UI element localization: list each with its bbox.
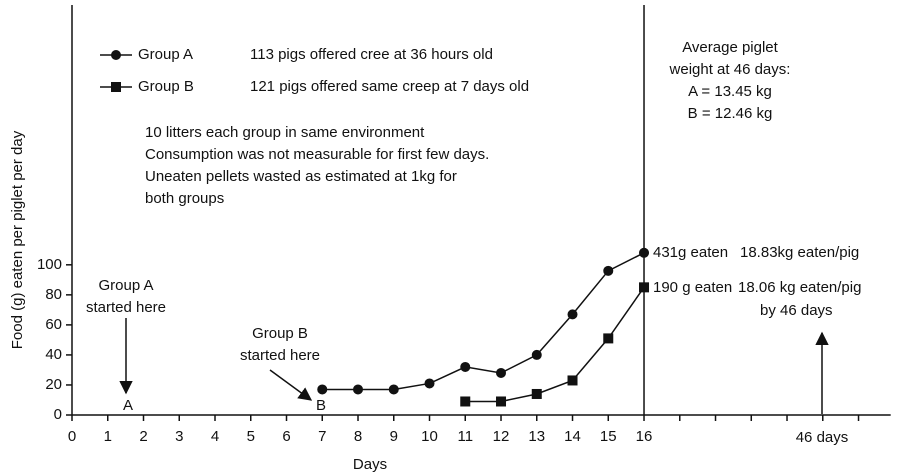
series-line [465, 286, 645, 403]
annotation: 18.83kg eaten/pig [740, 244, 859, 261]
x-tick-label: 10 [421, 428, 438, 445]
annotation: 18.06 kg eaten/pig [738, 279, 861, 296]
x-tick-label: 12 [493, 428, 510, 445]
annotation: started here [86, 299, 166, 316]
annotation: by 46 days [760, 302, 833, 319]
weight-note: A = 13.45 kg [688, 83, 772, 100]
y-tick-label: 20 [45, 376, 62, 393]
note: both groups [145, 190, 224, 207]
x-tick-label: 1 [104, 428, 112, 445]
annotation: started here [240, 347, 320, 364]
annotation: B [316, 397, 326, 414]
y-tick-label: 60 [45, 316, 62, 333]
x-tick-label: 8 [354, 428, 362, 445]
x-tick-label: 13 [528, 428, 545, 445]
annotation: 46 days [796, 429, 849, 446]
x-tick-label: 6 [282, 428, 290, 445]
point [353, 384, 364, 395]
point [460, 396, 471, 407]
point [460, 361, 471, 372]
weight-note: B = 12.46 kg [688, 105, 773, 122]
point [603, 333, 614, 344]
point [603, 265, 614, 276]
x-tick-label: 5 [247, 428, 255, 445]
legend-marker [111, 50, 121, 60]
arrow [269, 369, 313, 401]
annotation: A [123, 397, 133, 414]
point [317, 384, 328, 395]
legend-label: Group A [138, 46, 193, 63]
x-tick-label: 15 [600, 428, 617, 445]
x-tick-label: 4 [211, 428, 219, 445]
x-tick-label: 7 [318, 428, 326, 445]
x-tick-label: 9 [390, 428, 398, 445]
legend-description: 113 pigs offered cree at 36 hours old [250, 46, 493, 63]
point [531, 349, 542, 360]
y-tick-label: 80 [45, 286, 62, 303]
x-tick-label: 3 [175, 428, 183, 445]
point [639, 247, 650, 258]
annotation: Group B [252, 325, 308, 342]
x-tick-label: 2 [139, 428, 147, 445]
weight-note: weight at 46 days: [669, 61, 791, 78]
note: 10 litters each group in same environmen… [145, 124, 425, 141]
x-tick-label: 16 [636, 428, 653, 445]
weight-note: Average piglet [682, 39, 778, 56]
legend-label: Group B [138, 78, 194, 95]
point [424, 378, 435, 389]
point [496, 367, 507, 378]
point [388, 384, 399, 395]
x-tick-label: 11 [457, 428, 473, 445]
annotation: 190 g eaten [653, 279, 732, 296]
y-tick-label: 0 [54, 406, 62, 423]
y-tick-label: 40 [45, 346, 62, 363]
point [496, 396, 507, 407]
note: Consumption was not measurable for first… [145, 146, 489, 163]
y-axis-label: Food (g) eaten per piglet per day [9, 130, 26, 349]
point [531, 388, 542, 399]
x-tick-label: 14 [564, 428, 581, 445]
annotation: Group A [98, 277, 153, 294]
point [567, 309, 578, 320]
annotation: 431g eaten [653, 244, 728, 261]
legend-description: 121 pigs offered same creep at 7 days ol… [250, 78, 529, 95]
legend-marker [111, 82, 121, 92]
y-tick-label: 100 [37, 256, 62, 273]
x-tick-label: 0 [68, 428, 76, 445]
x-axis-label: Days [353, 456, 387, 473]
series-line [322, 252, 645, 391]
point [567, 375, 578, 386]
point [639, 282, 650, 293]
note: Uneaten pellets wasted as estimated at 1… [145, 168, 457, 185]
